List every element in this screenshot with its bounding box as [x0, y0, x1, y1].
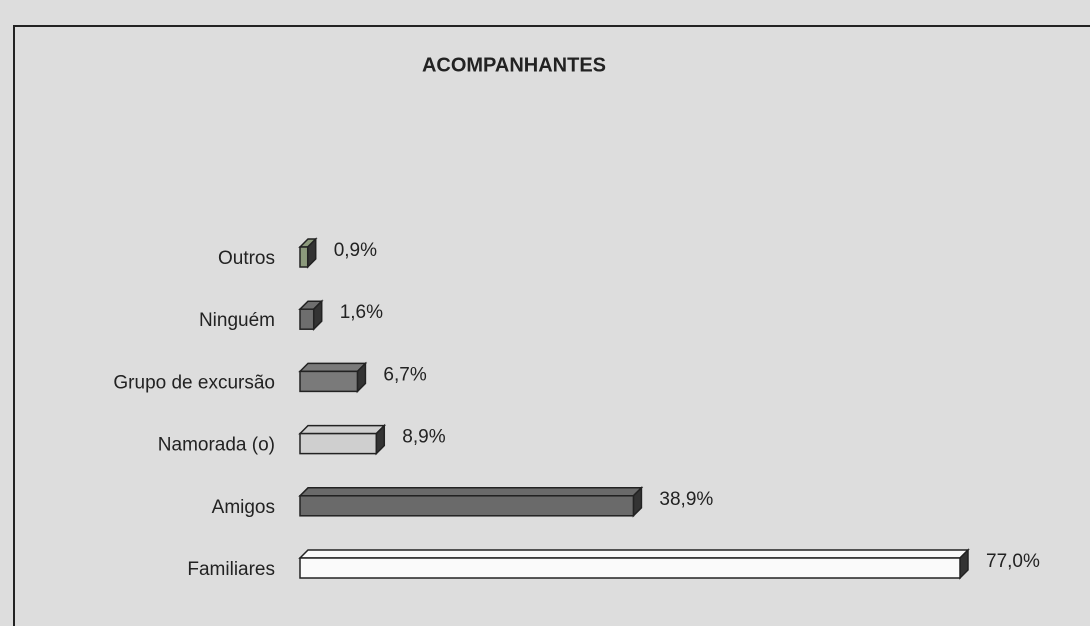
bar — [299, 308, 315, 330]
category-label: Grupo de excursão — [113, 372, 275, 393]
value-label: 38,9% — [659, 489, 713, 510]
value-label: 0,9% — [334, 240, 377, 261]
bar — [299, 370, 359, 393]
bar-top — [298, 549, 970, 559]
value-label: 8,9% — [402, 427, 445, 448]
category-label: Ninguém — [199, 310, 275, 331]
value-label: 1,6% — [340, 302, 383, 323]
category-label: Familiares — [187, 559, 275, 580]
frame — [13, 25, 1090, 626]
value-label: 6,7% — [383, 364, 426, 385]
bar — [299, 432, 378, 455]
bar — [299, 557, 961, 579]
chart-title: ACOMPANHANTES — [422, 54, 606, 76]
bar-top — [298, 487, 644, 497]
bar — [299, 495, 635, 517]
value-label: 77,0% — [986, 551, 1040, 572]
category-label: Amigos — [212, 497, 275, 518]
bar — [299, 246, 309, 268]
bar-top — [298, 362, 368, 373]
category-label: Namorada (o) — [158, 435, 275, 456]
category-label: Outros — [218, 248, 275, 269]
bar-top — [298, 424, 387, 435]
